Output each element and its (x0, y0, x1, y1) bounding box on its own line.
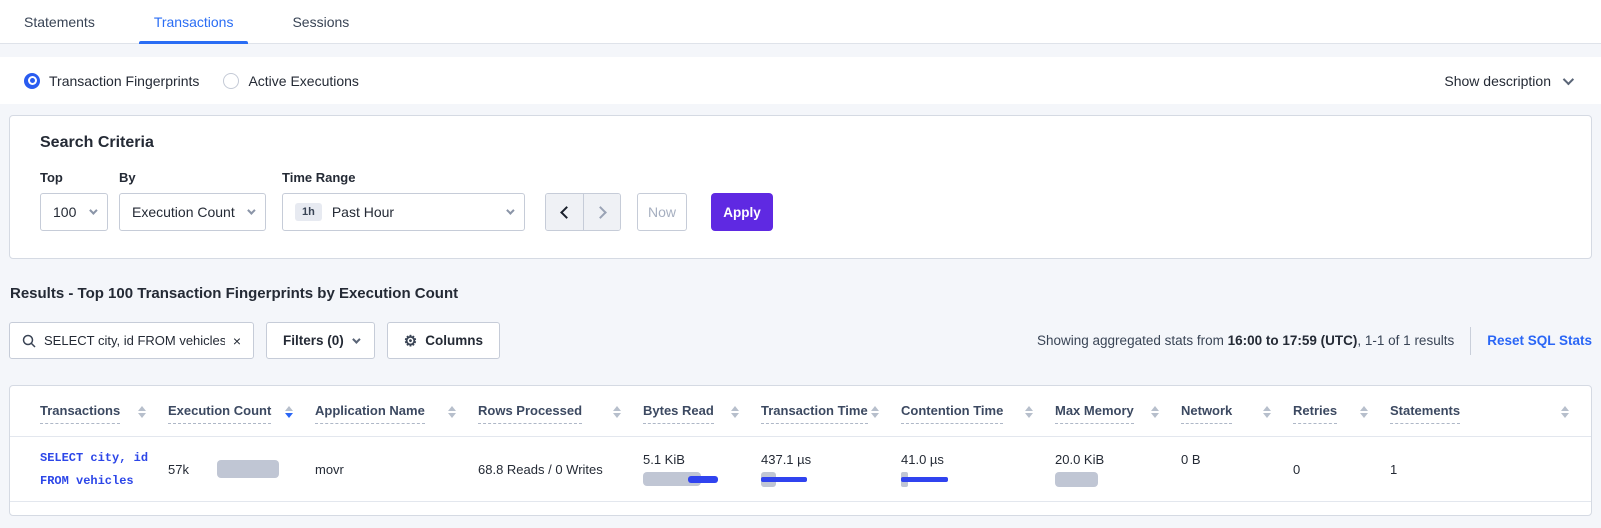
aggregated-stats-text: Showing aggregated stats from 16:00 to 1… (1037, 333, 1455, 348)
col-header-transactions[interactable]: Transactions (10, 386, 168, 436)
col-header-contention-time[interactable]: Contention Time (901, 386, 1055, 436)
sort-icon[interactable] (613, 406, 621, 418)
reset-sql-stats-link[interactable]: Reset SQL Stats (1487, 333, 1592, 348)
show-description-label: Show description (1444, 72, 1551, 89)
by-select[interactable]: Execution Count (119, 193, 266, 231)
stats-time-range: 16:00 to 17:59 (UTC) (1227, 333, 1358, 348)
execution-count-bar (216, 460, 279, 478)
top-select-value: 100 (53, 204, 77, 220)
sort-icon[interactable] (871, 406, 879, 418)
radio-active-executions[interactable]: Active Executions (223, 72, 359, 89)
chevron-right-icon (594, 205, 607, 219)
rows-processed-cell: 68.8 Reads / 0 Writes (478, 461, 603, 477)
col-header-application-name[interactable]: Application Name (315, 386, 478, 436)
radio-selected-icon (24, 72, 40, 89)
now-button[interactable]: Now (637, 193, 687, 231)
sort-icon[interactable] (1561, 406, 1569, 418)
radio-transaction-fingerprints[interactable]: Transaction Fingerprints (24, 72, 200, 89)
network-cell: 0 B (1181, 451, 1201, 467)
col-header-retries[interactable]: Retries (1293, 386, 1390, 436)
search-criteria-title: Search Criteria (40, 134, 154, 151)
table-row: SELECT city, id FROM vehicles 57k movr 6… (10, 437, 1591, 502)
radio-unselected-icon (223, 72, 240, 89)
clear-search-icon[interactable]: × (232, 332, 241, 349)
bytes-read-cell: 5.1 KiB (643, 437, 761, 501)
time-range-stepper (545, 193, 621, 231)
apply-button[interactable]: Apply (711, 193, 773, 231)
sort-icon[interactable] (731, 406, 739, 418)
show-description-toggle[interactable]: Show description (1444, 72, 1575, 89)
filters-label: Filters (0) (283, 333, 344, 348)
prev-time-range-button[interactable] (546, 194, 583, 230)
next-time-range-button[interactable] (583, 194, 620, 230)
col-header-execution-count[interactable]: Execution Count (168, 386, 315, 436)
chevron-down-icon (1562, 73, 1575, 85)
sort-icon-active-desc[interactable] (285, 406, 293, 418)
columns-label: Columns (425, 333, 483, 348)
contention-time-bar (901, 471, 991, 487)
transaction-time-bar (761, 471, 851, 487)
sql-search-input[interactable] (44, 333, 225, 348)
bytes-read-bar (643, 471, 733, 487)
sort-icon[interactable] (1151, 406, 1159, 418)
time-range-label: Time Range (282, 170, 356, 185)
time-range-badge: 1h (295, 203, 322, 221)
chevron-down-icon (247, 206, 256, 215)
results-table: Transactions Execution Count Application… (9, 385, 1592, 516)
col-header-network[interactable]: Network (1181, 386, 1293, 436)
stats-area: Showing aggregated stats from 16:00 to 1… (1037, 326, 1592, 355)
view-toggle-bar: Transaction Fingerprints Active Executio… (0, 57, 1601, 104)
table-header-row: Transactions Execution Count Application… (10, 386, 1591, 437)
chevron-down-icon (506, 206, 515, 215)
max-memory-bar (1055, 471, 1145, 487)
by-label: By (119, 170, 136, 185)
filters-button[interactable]: Filters (0) (266, 322, 375, 359)
col-header-max-memory[interactable]: Max Memory (1055, 386, 1181, 436)
col-header-bytes-read[interactable]: Bytes Read (643, 386, 761, 436)
statements-cell: 1 (1390, 461, 1398, 477)
sort-icon[interactable] (138, 406, 146, 418)
max-memory-cell: 20.0 KiB (1055, 437, 1181, 501)
vertical-divider (1470, 326, 1472, 355)
sort-icon[interactable] (1360, 406, 1368, 418)
page-tabs: Statements Transactions Sessions (0, 0, 1601, 44)
sort-icon[interactable] (1025, 406, 1033, 418)
sort-icon[interactable] (1263, 406, 1271, 418)
transaction-time-cell: 437.1 µs (761, 437, 901, 501)
tab-sessions[interactable]: Sessions (292, 13, 350, 30)
time-range-field-group: Time Range 1h Past Hour (282, 170, 525, 231)
by-select-value: Execution Count (132, 204, 235, 220)
col-header-statements[interactable]: Statements (1390, 386, 1591, 436)
results-heading: Results - Top 100 Transaction Fingerprin… (10, 285, 459, 302)
gear-icon: ⚙ (403, 332, 418, 350)
application-name-cell: movr (315, 461, 344, 477)
sql-search-box: × (9, 322, 254, 359)
transaction-fingerprint-link[interactable]: SELECT city, id FROM vehicles (40, 451, 149, 488)
col-header-transaction-time[interactable]: Transaction Time (761, 386, 901, 436)
results-controls: × Filters (0) ⚙ Columns Showing aggregat… (9, 322, 1592, 359)
contention-time-cell: 41.0 µs (901, 437, 1055, 501)
top-select[interactable]: 100 (40, 193, 108, 231)
time-range-value: Past Hour (331, 204, 395, 220)
search-criteria-card: Search Criteria Top 100 By Execution Cou… (9, 115, 1592, 259)
top-label: Top (40, 170, 63, 185)
chevron-left-icon (559, 205, 573, 219)
chevron-down-icon (89, 206, 98, 215)
tab-transactions[interactable]: Transactions (138, 0, 249, 44)
sort-icon[interactable] (448, 406, 456, 418)
radio-label: Active Executions (248, 72, 359, 89)
time-range-select[interactable]: 1h Past Hour (282, 193, 525, 231)
columns-button[interactable]: ⚙ Columns (386, 322, 500, 359)
search-icon (22, 334, 36, 348)
by-field-group: By Execution Count (119, 170, 266, 231)
top-field-group: Top 100 (40, 170, 108, 231)
radio-label: Transaction Fingerprints (49, 72, 200, 89)
col-header-rows-processed[interactable]: Rows Processed (478, 386, 643, 436)
tab-statements[interactable]: Statements (24, 13, 95, 30)
retries-cell: 0 (1293, 461, 1301, 477)
execution-count-cell: 57k (168, 437, 315, 501)
chevron-down-icon (351, 334, 361, 344)
